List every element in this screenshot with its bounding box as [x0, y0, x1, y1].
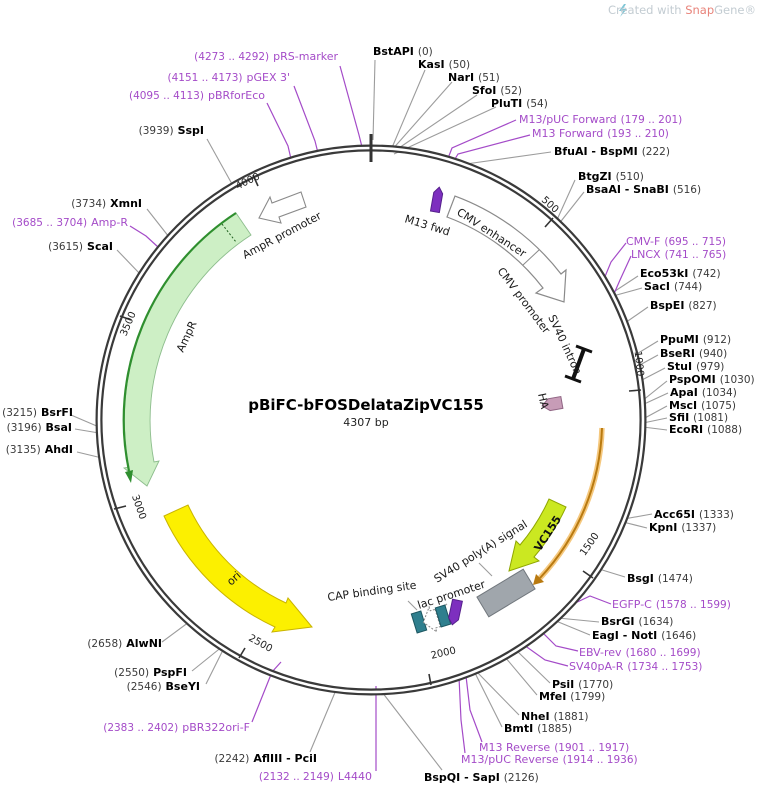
m13-fwd-arrow-icon [429, 186, 444, 214]
primer-label: (4273 .. 4292) pRS-marker [194, 50, 338, 64]
site-label: PpuMI (912) [660, 333, 732, 347]
brand-snap: Snap [685, 3, 715, 17]
site-label: (3196) BsaI [6, 421, 72, 435]
site-label: BfuAI - BspMI (222) [554, 145, 670, 159]
site-label: (3215) BsrFI [2, 406, 73, 420]
site-label: MfeI (1799) [539, 690, 606, 704]
site-label: SfiI (1081) [669, 411, 729, 425]
site-label: PluTI (54) [491, 97, 548, 111]
lac-operator-box [434, 604, 452, 628]
feature-label-m13-fwd: M13 fwd [403, 212, 451, 238]
site-label: (2546) BseYI [126, 680, 200, 694]
site-label: BsrGI (1634) [601, 615, 674, 629]
leader-lines [70, 59, 669, 771]
feature-label-cap-binding: CAP binding site [327, 579, 418, 604]
brand-gene: Gene® [714, 3, 756, 17]
site-label: (2242) AflIII - PciI [214, 752, 317, 766]
site-label: BmtI (1885) [504, 722, 573, 736]
primer-label: CMV-F (695 .. 715) [626, 235, 726, 249]
primer-label: (2132 .. 2149) L4440 [258, 770, 372, 784]
site-label: BseRI (940) [660, 347, 728, 361]
primer-label: M13 Reverse (1901 .. 1917) [479, 741, 630, 755]
tick-1500: 1500 [578, 531, 602, 558]
m13-rev-arrow-icon [448, 598, 463, 626]
site-label: (3734) XmnI [71, 197, 142, 211]
site-label: BtgZI (510) [578, 170, 644, 184]
cmv-segment-divider [522, 249, 540, 266]
primer-label: EGFP-C (1578 .. 1599) [612, 598, 731, 612]
primer-label: M13 Forward (193 .. 210) [532, 127, 669, 141]
site-label: BstAPI (0) [373, 45, 433, 59]
site-label: BspEI (827) [650, 299, 717, 313]
primer-label: (4151 .. 4173) pGEX 3' [167, 71, 290, 85]
tick-2000: 2000 [430, 645, 457, 661]
primer-label: (4095 .. 4113) pBRforEco [128, 89, 265, 103]
site-label: EagI - NotI (1646) [592, 629, 697, 643]
sv40-intron-glyph [564, 344, 593, 384]
feature-label-ampr-promoter: AmpR promoter [240, 209, 324, 262]
cap-binding-box [410, 610, 428, 634]
tick-3000: 3000 [129, 493, 148, 521]
snapgene-watermark: Created with SnapGene® [607, 3, 756, 17]
plasmid-name: pBiFC-bFOSDelataZipVC155 [248, 396, 484, 414]
primer-label: SV40pA-R (1734 .. 1753) [569, 660, 703, 674]
site-label: BsgI (1474) [627, 572, 693, 586]
scale-ticks [113, 134, 642, 686]
site-label: (3615) ScaI [48, 240, 113, 254]
site-label: Eco53kI (742) [640, 267, 721, 281]
site-label: SacI (744) [644, 280, 703, 294]
site-label: ApaI (1034) [670, 386, 737, 400]
cmv-promoter-arrow [446, 195, 567, 303]
tick-1000: 1000 [632, 351, 646, 377]
site-label: (3135) AhdI [5, 443, 73, 457]
site-label: PspOMI (1030) [669, 373, 755, 387]
sv40-polya-box [476, 568, 536, 618]
primer-label: (2383 .. 2402) pBR322ori-F [103, 721, 250, 735]
primer-label: EBV-rev (1680 .. 1699) [579, 646, 701, 660]
primer-label: (3685 .. 3704) Amp-R [12, 216, 128, 230]
plasmid-size: 4307 bp [343, 416, 389, 429]
ori-arrow [163, 504, 313, 633]
site-label: EcoRI (1088) [669, 423, 743, 437]
feature-label-ampr: AmpR [174, 319, 200, 355]
plasmid-title-block: pBiFC-bFOSDelataZipVC155 4307 bp [248, 396, 484, 429]
site-label: (3939) SspI [138, 124, 204, 138]
ampr-cds-edge [122, 212, 237, 472]
site-label: StuI (979) [667, 360, 725, 374]
tick-2500: 2500 [246, 633, 274, 655]
snapgene-logo-icon [619, 4, 627, 17]
lac-promoter-arrow-icon [422, 605, 441, 634]
feature-label-ha: HA [535, 392, 551, 411]
orange-feature-arc [533, 427, 605, 585]
ampr-promoter-arrow [258, 191, 307, 224]
site-label: BspQI - SapI (2126) [424, 771, 539, 785]
site-label: KpnI (1337) [649, 521, 717, 535]
site-label: SfoI (52) [472, 84, 522, 98]
site-label: MscI (1075) [669, 399, 737, 413]
site-label: PsiI (1770) [552, 678, 614, 692]
site-label: BsaAI - SnaBI (516) [586, 183, 702, 197]
primer-label: M13/pUC Reverse (1914 .. 1936) [461, 753, 638, 767]
primer-label: LNCX (741 .. 765) [631, 248, 727, 262]
vc155-arrow [508, 498, 567, 572]
site-label: (2658) AlwNI [87, 637, 162, 651]
site-label: (2550) PspFI [114, 666, 187, 680]
site-label: KasI (50) [418, 58, 471, 72]
site-label: NarI (51) [448, 71, 500, 85]
site-label: Acc65I (1333) [654, 508, 734, 522]
primer-label: M13/pUC Forward (179 .. 201) [519, 113, 683, 127]
site-label: NheI (1881) [521, 710, 589, 724]
ha-arrow-icon [541, 395, 564, 412]
ampr-cds-arrowhead [125, 470, 133, 483]
feature-label-sv40-intron: SV40 intron [545, 313, 584, 377]
